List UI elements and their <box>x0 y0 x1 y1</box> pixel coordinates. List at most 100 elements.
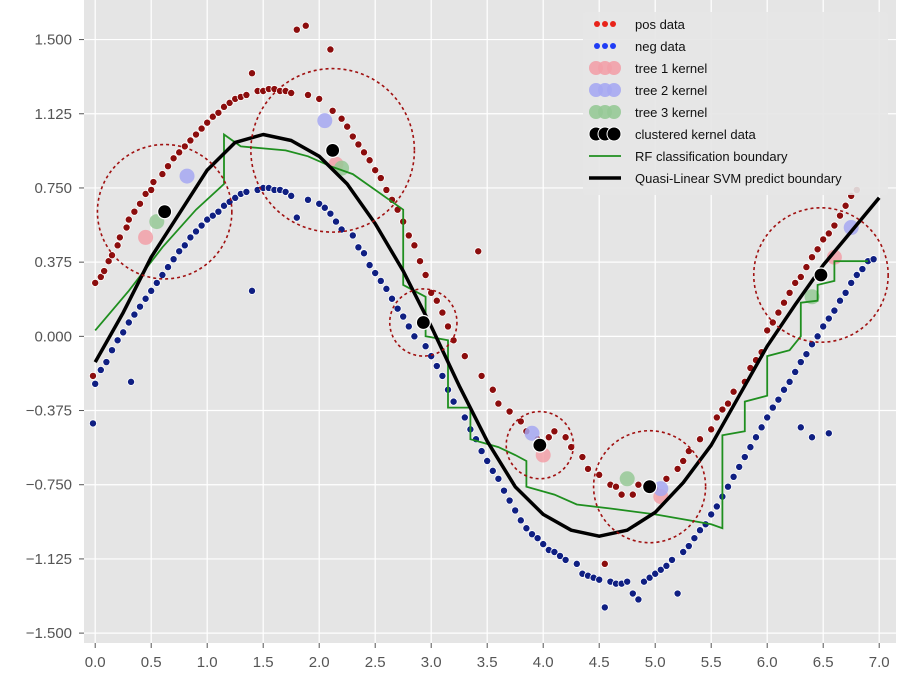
legend-entry-label: pos data <box>635 17 686 32</box>
neg-data-point <box>729 472 738 481</box>
neg-data-point <box>763 413 772 422</box>
y-tick-label: −1.500 <box>26 625 72 642</box>
x-tick-label: 4.0 <box>533 654 554 671</box>
pos-data-point <box>382 185 391 194</box>
neg-data-point <box>522 524 531 533</box>
legend-marker <box>610 43 616 49</box>
tree-2-kernel-point <box>179 168 195 184</box>
kernel-circle <box>505 410 575 480</box>
neg-data-point <box>365 261 374 270</box>
pos-data-point <box>96 272 105 281</box>
pos-data-point <box>371 166 380 175</box>
legend-entry-label: Quasi-Linear SVM predict boundary <box>635 171 842 186</box>
pos-data-point <box>505 407 514 416</box>
kernel-circle <box>592 429 707 544</box>
pos-data-point <box>104 257 113 266</box>
neg-data-point <box>668 555 677 564</box>
pos-data-point <box>180 142 189 151</box>
tree-2-kernel-point <box>653 481 669 497</box>
neg-data-point <box>707 510 716 519</box>
pos-data-point <box>175 148 184 157</box>
legend-marker <box>602 21 608 27</box>
neg-data-point <box>186 233 195 242</box>
pos-data-point <box>410 241 419 250</box>
pos-data-point <box>819 235 828 244</box>
neg-data-point <box>724 482 733 491</box>
y-tick-label: 1.500 <box>34 32 72 49</box>
y-tick-label: 0.000 <box>34 328 72 345</box>
pos-data-point <box>679 456 688 465</box>
pos-data-point <box>141 189 150 198</box>
neg-data-point <box>511 506 520 515</box>
pos-data-point <box>247 69 256 78</box>
neg-data-point <box>516 516 525 525</box>
pos-data-point <box>824 229 833 238</box>
legend-marker <box>594 21 600 27</box>
neg-data-point <box>326 209 335 218</box>
pos-data-point <box>100 267 109 276</box>
tree-3-kernel-point <box>619 471 635 487</box>
neg-data-point <box>438 371 447 380</box>
pos-data-point <box>612 482 621 491</box>
neg-data-point <box>96 365 105 374</box>
neg-data-point <box>382 284 391 293</box>
pos-data-point <box>191 130 200 139</box>
neg-data-point <box>387 294 396 303</box>
neg-data-point <box>488 466 497 475</box>
pos-data-point <box>578 453 587 462</box>
neg-data-point <box>869 255 878 264</box>
neg-data-point <box>421 342 430 351</box>
pos-data-point <box>488 385 497 394</box>
neg-data-point <box>819 322 828 331</box>
pos-data-point <box>628 490 637 499</box>
legend-entry-label: neg data <box>635 39 686 54</box>
pos-data-point <box>88 371 97 380</box>
neg-data-point <box>746 443 755 452</box>
pos-data-point <box>149 178 158 187</box>
neg-data-point <box>320 203 329 212</box>
neg-data-point <box>359 249 368 258</box>
x-tick-label: 0.5 <box>141 654 162 671</box>
neg-data-point <box>830 306 839 315</box>
pos-data-point <box>135 199 144 208</box>
legend-entry-label: tree 2 kernel <box>635 83 707 98</box>
pos-data-point <box>147 185 156 194</box>
neg-data-point <box>712 502 721 511</box>
pos-data-point <box>404 231 413 240</box>
pos-data-point <box>438 308 447 317</box>
neg-data-point <box>740 453 749 462</box>
clustered-kernel-point <box>641 479 658 495</box>
pos-data-point <box>673 464 682 473</box>
neg-data-point <box>499 486 508 495</box>
pos-data-point <box>718 405 727 414</box>
legend: pos data neg data tree 1 kernel tree 2 kern… <box>583 12 888 195</box>
boundary-lines <box>93 132 881 538</box>
grid <box>84 0 896 643</box>
neg-data-point <box>808 433 817 442</box>
neg-data-point <box>191 227 200 236</box>
neg-data-point <box>696 526 705 535</box>
pos-data-point <box>696 435 705 444</box>
pos-data-point <box>791 278 800 287</box>
pos-data-point <box>130 207 139 216</box>
x-tick-label: 5.0 <box>645 654 666 671</box>
legend-entry-label: tree 1 kernel <box>635 61 707 76</box>
neg-data-point <box>684 542 693 551</box>
pos-data-point <box>208 112 217 121</box>
pos-data-point <box>477 371 486 380</box>
neg-data-point <box>550 547 559 556</box>
neg-data-point <box>399 312 408 321</box>
pos-data-point <box>343 122 352 131</box>
neg-data-point <box>528 530 537 539</box>
pos-data-point <box>203 118 212 127</box>
neg-data-point <box>628 589 637 598</box>
neg-data-point <box>858 265 867 274</box>
pos-data-point <box>225 98 234 107</box>
legend-marker <box>594 43 600 49</box>
clustered-kernel-point <box>325 142 341 158</box>
pos-data-point <box>724 399 733 408</box>
legend-marker <box>602 43 608 49</box>
pos-data-point <box>763 326 772 335</box>
pos-data-point <box>354 140 363 149</box>
